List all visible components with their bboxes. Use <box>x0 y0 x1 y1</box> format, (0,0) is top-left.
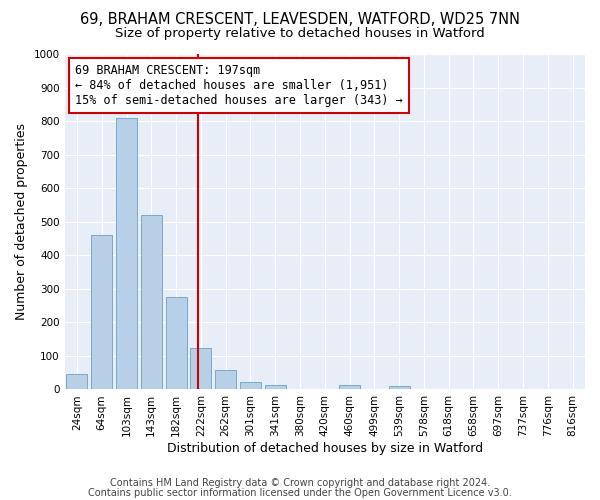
X-axis label: Distribution of detached houses by size in Watford: Distribution of detached houses by size … <box>167 442 483 455</box>
Bar <box>141 215 162 390</box>
Text: Size of property relative to detached houses in Watford: Size of property relative to detached ho… <box>115 28 485 40</box>
Text: Contains public sector information licensed under the Open Government Licence v3: Contains public sector information licen… <box>88 488 512 498</box>
Text: 69, BRAHAM CRESCENT, LEAVESDEN, WATFORD, WD25 7NN: 69, BRAHAM CRESCENT, LEAVESDEN, WATFORD,… <box>80 12 520 28</box>
Bar <box>166 297 187 390</box>
Bar <box>190 348 211 390</box>
Bar <box>67 374 88 390</box>
Bar <box>91 235 112 390</box>
Y-axis label: Number of detached properties: Number of detached properties <box>15 123 28 320</box>
Text: 69 BRAHAM CRESCENT: 197sqm
← 84% of detached houses are smaller (1,951)
15% of s: 69 BRAHAM CRESCENT: 197sqm ← 84% of deta… <box>75 64 403 107</box>
Bar <box>215 370 236 390</box>
Bar <box>240 382 261 390</box>
Bar <box>389 386 410 390</box>
Bar <box>116 118 137 390</box>
Bar <box>339 386 360 390</box>
Text: Contains HM Land Registry data © Crown copyright and database right 2024.: Contains HM Land Registry data © Crown c… <box>110 478 490 488</box>
Bar <box>265 386 286 390</box>
